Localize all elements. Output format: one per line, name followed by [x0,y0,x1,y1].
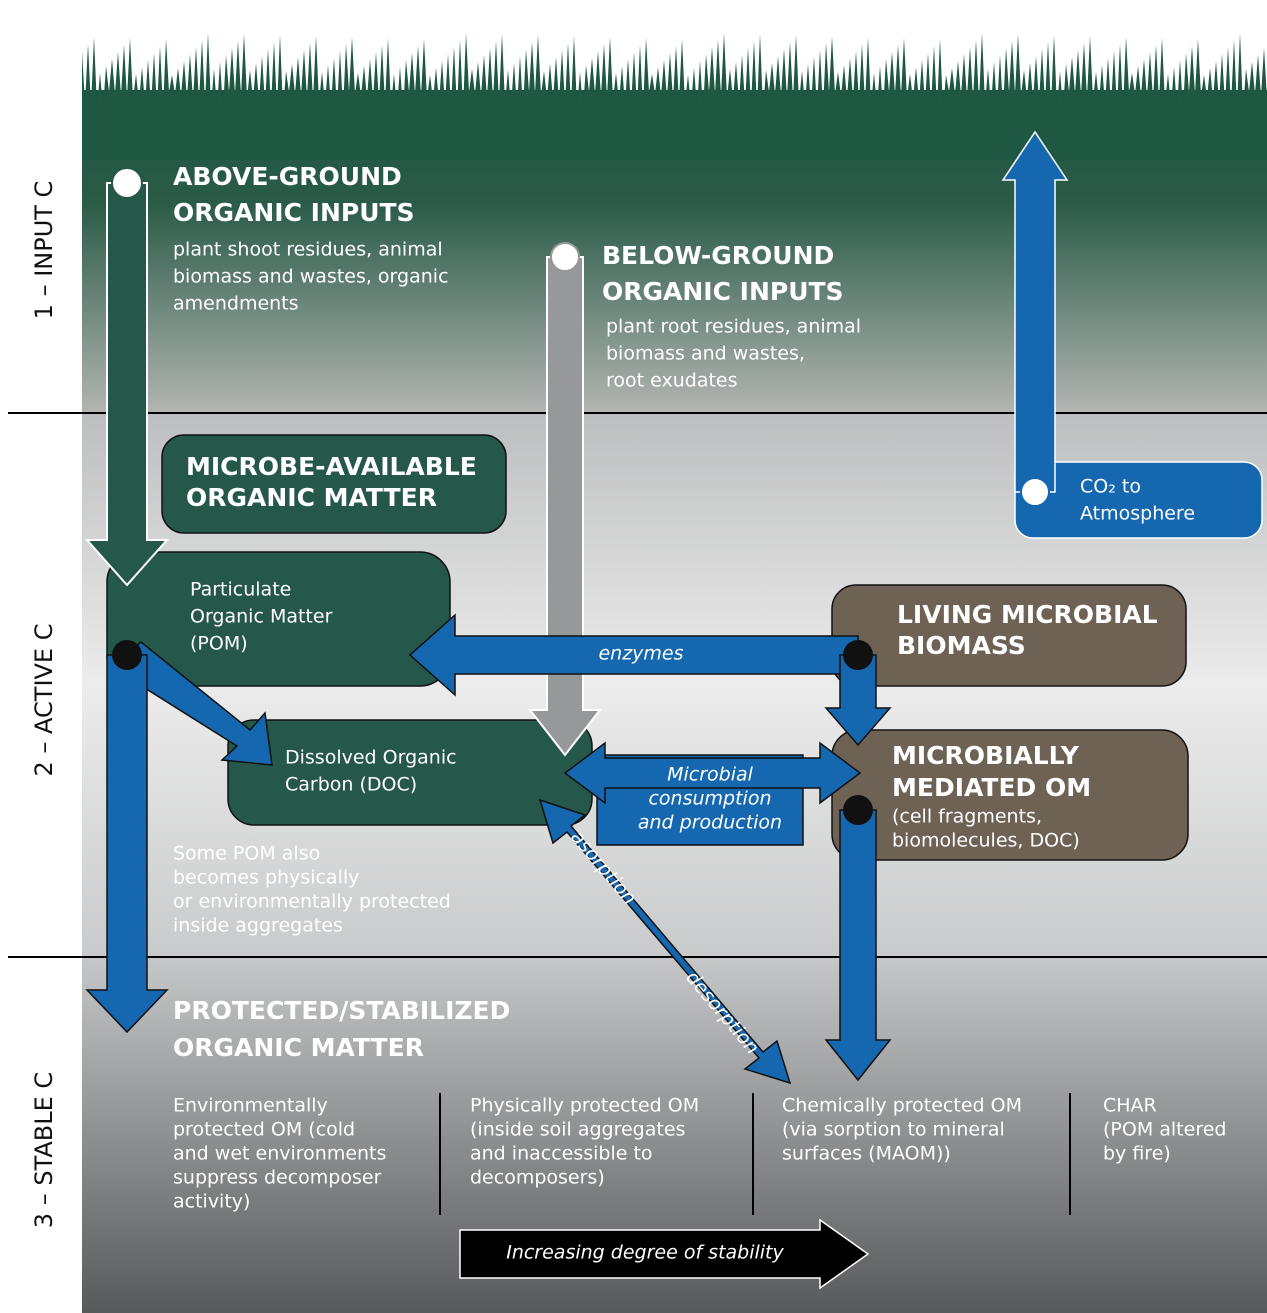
box-label: BIOMASS [897,631,1026,660]
box-label: ORGANIC MATTER [186,483,437,512]
section-title: ORGANIC INPUTS [602,277,844,306]
box-label: (POM) [190,633,248,655]
section-description: plant root residues, animal [606,316,861,338]
arrow-label: and production [638,812,782,834]
microbially-mediated-box [831,729,1189,861]
above-ground-arrow [84,182,170,587]
grass-blades [82,33,1267,160]
grass [82,33,1267,160]
note: Some POM also [173,843,320,865]
section-description: biomass and wastes, organic [173,266,449,288]
column-text: (inside soil aggregates [470,1119,685,1141]
column-text: decomposers) [470,1167,605,1189]
doc-box [227,719,593,826]
arrow-label: enzymes [598,643,683,665]
box-label: MICROBIALLY [892,741,1080,770]
doc-microbial-arrow [563,741,862,805]
section-title: BELOW-GROUND [602,241,834,270]
box-label: LIVING MICROBIAL [897,600,1158,629]
section-title: ORGANIC MATTER [173,1033,424,1062]
column-text: activity) [173,1191,250,1213]
section-title: ORGANIC INPUTS [173,198,415,227]
zone-label: 2 – ACTIVE C [30,624,58,777]
column-text: surfaces (MAOM)) [782,1143,951,1165]
section-description: plant shoot residues, animal [173,239,443,261]
mediated-down-arrow [824,809,892,1082]
box-label: (cell fragments, [892,806,1042,828]
pom-protected-arrow [85,654,169,1034]
arrow-label: consumption [648,788,771,810]
section-description: root exudates [606,370,738,392]
microbe-available-box [161,434,507,534]
arrow-origin [843,795,873,825]
arrow-origin [550,242,580,272]
biomass-down-arrow [824,654,892,747]
arrow-label: Increasing degree of stability [506,1242,784,1264]
box-label: CO₂ to [1080,476,1141,498]
column-text: (POM altered [1103,1119,1226,1141]
arrow-origin [111,167,143,199]
box-label: Carbon (DOC) [285,774,417,796]
section-title: ABOVE-GROUND [173,162,402,191]
column-text: Chemically protected OM [782,1095,1022,1117]
column-text: Environmentally [173,1095,328,1117]
section-description: amendments [173,293,299,315]
box-label: MEDIATED OM [892,773,1091,802]
column-text: and inaccessible to [470,1143,653,1165]
box-label: biomolecules, DOC) [892,830,1080,852]
box-label: Organic Matter [190,606,333,628]
stability-arrow [459,1218,870,1290]
note: becomes physically [173,867,359,889]
note: inside aggregates [173,915,343,937]
arrow-origin [112,640,142,670]
column-text: by fire) [1103,1143,1171,1165]
column-text: (via sorption to mineral [782,1119,1005,1141]
column-text: and wet environments [173,1143,386,1165]
column-text: CHAR [1103,1095,1157,1117]
co2-arrow [1001,130,1069,493]
arrow-origin [1020,477,1050,507]
box-label: Particulate [190,579,291,601]
column-text: suppress decomposer [173,1167,382,1189]
section-title: PROTECTED/STABILIZED [173,996,510,1025]
column-text: protected OM (cold [173,1119,355,1141]
arrow-origin [843,640,873,670]
below-ground-arrow [527,256,603,757]
arrow-label: Microbial [667,764,754,786]
box-label: Atmosphere [1080,503,1195,525]
pom-doc-arrow [111,641,273,766]
co2-box [1014,461,1263,539]
box-label: Dissolved Organic [285,747,457,769]
zone-label: 3 – STABLE C [30,1072,58,1228]
sorption-arrow [538,798,792,1085]
column-text: Physically protected OM [470,1095,699,1117]
box-label: MICROBE-AVAILABLE [186,452,477,481]
zone-label: 1 – INPUT C [30,181,58,320]
enzymes-arrow [408,613,859,697]
section-description: biomass and wastes, [606,343,805,365]
note: or environmentally protected [173,891,451,913]
